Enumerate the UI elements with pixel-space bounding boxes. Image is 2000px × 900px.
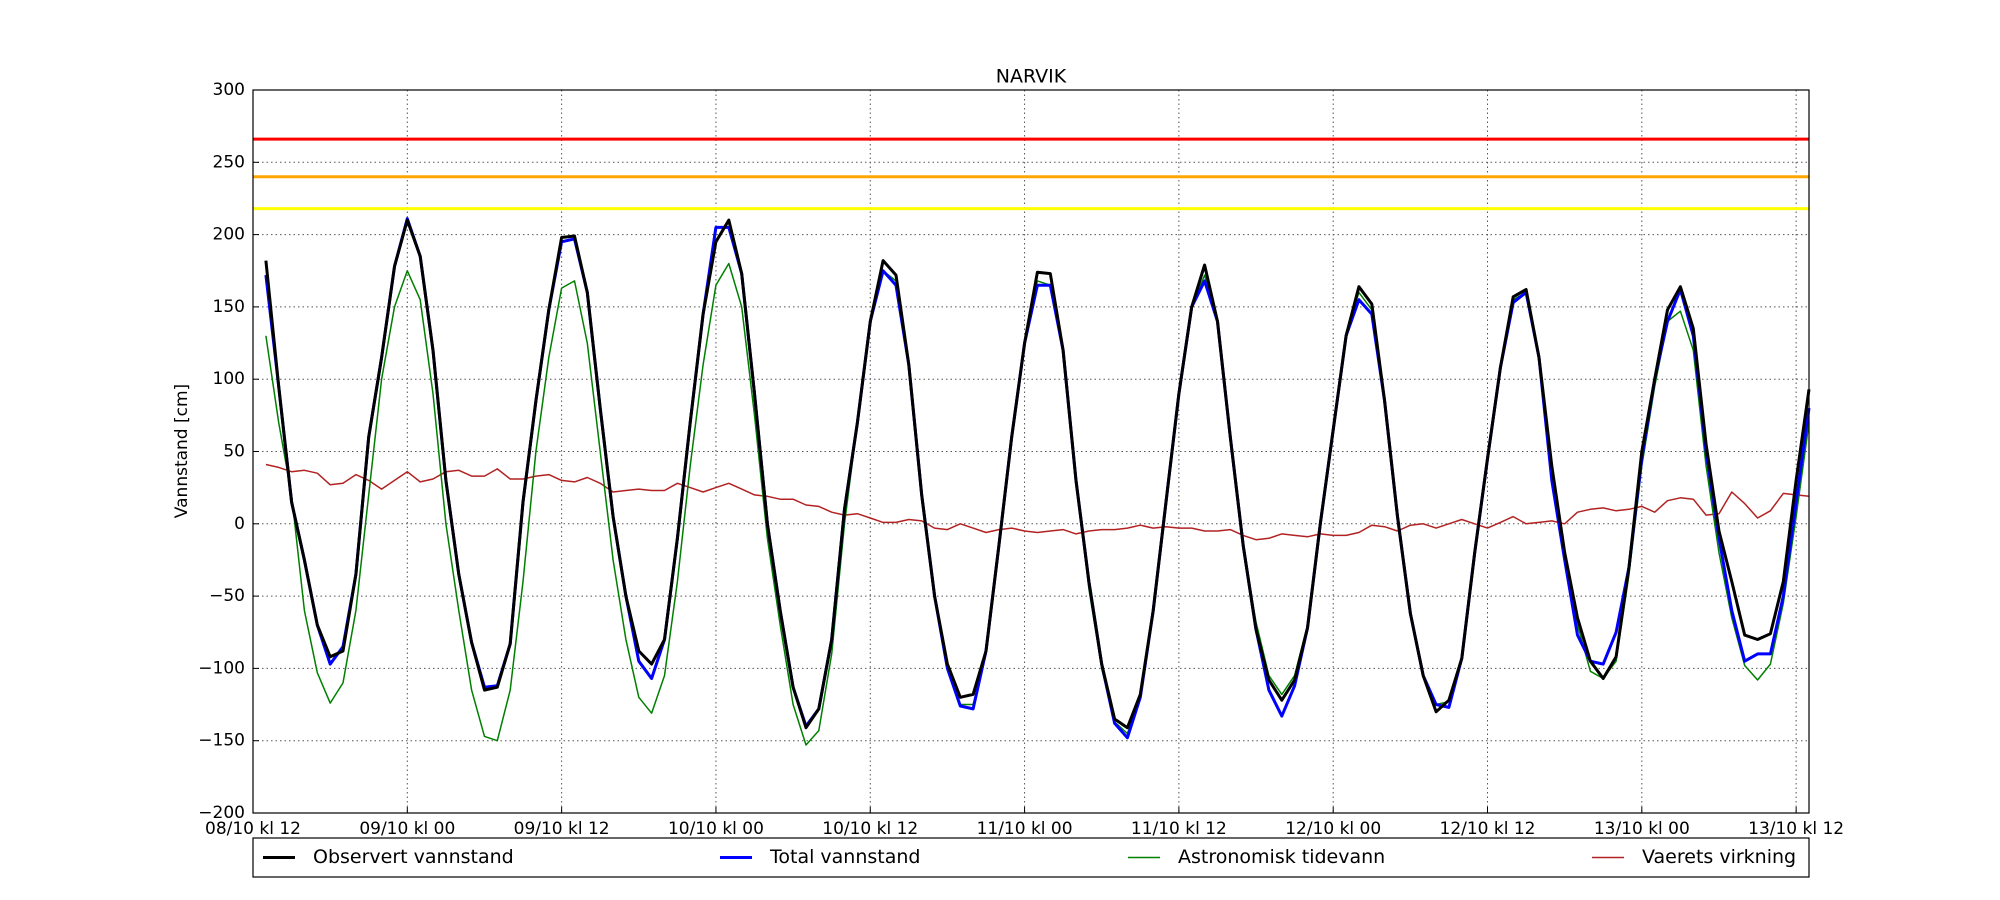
legend-frame [252,837,1810,878]
y-tick-label: 300 [213,80,245,100]
y-tick-label: −150 [198,731,245,751]
chart-title: NARVIK [996,66,1067,88]
legend-label: Total vannstand [769,846,920,868]
y-tick-label: −50 [209,586,245,606]
legend-label: Observert vannstand [313,846,514,868]
x-tick-label: 11/10 kl 00 [977,819,1073,839]
x-tick-label: 11/10 kl 12 [1131,819,1227,839]
y-tick-label: 50 [223,442,245,462]
y-tick-label: 0 [234,514,245,534]
series-line [264,217,1811,740]
x-tick-label: 13/10 kl 12 [1748,819,1844,839]
x-tick-label: 08/10 kl 12 [205,819,301,839]
x-tick-label: 10/10 kl 00 [668,819,764,839]
x-tick-label: 09/10 kl 12 [514,819,610,839]
legend-label: Vaerets virkning [1642,846,1796,868]
x-tick-label: 12/10 kl 00 [1285,819,1381,839]
y-tick-label: 150 [213,297,245,317]
series-line [265,463,1810,541]
x-tick-label: 10/10 kl 12 [822,819,918,839]
y-tick-label: −200 [198,803,245,823]
x-tick-label: 09/10 kl 00 [359,819,455,839]
legend-label: Astronomisk tidevann [1178,846,1385,868]
y-tick-label: 250 [213,152,245,172]
plot-frame [252,89,1810,814]
y-axis-label: Vannstand [cm] [172,384,192,518]
x-tick-label: 13/10 kl 00 [1594,819,1690,839]
y-tick-label: −100 [198,658,245,678]
x-tick-label: 12/10 kl 12 [1440,819,1536,839]
y-tick-label: 200 [213,225,245,245]
series-line [264,218,1811,730]
y-tick-label: 100 [213,369,245,389]
series-line [265,262,1810,746]
